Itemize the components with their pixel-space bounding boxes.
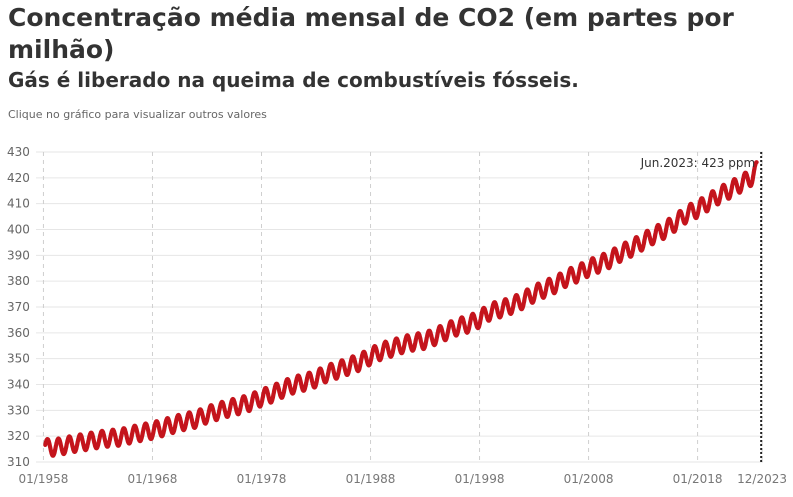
y-tick-label: 400 <box>7 223 30 237</box>
x-axis: 01/1958 01/1968 01/1978 01/1988 01/1998 01/20… <box>19 472 787 486</box>
chart-note: Clique no gráfico para visualizar outros… <box>8 108 267 121</box>
series-layer <box>43 160 759 458</box>
x-tick-label: 01/1978 <box>237 472 287 486</box>
y-tick-label: 310 <box>7 455 30 469</box>
x-tick-label: 12/2023 <box>737 472 787 486</box>
y-tick-label: 430 <box>7 145 30 159</box>
horizontal-gridlines <box>36 151 763 463</box>
y-tick-label: 350 <box>7 352 30 366</box>
x-tick-label: 01/2008 <box>564 472 614 486</box>
y-axis: 310 320 330 340 350 360 370 380 390 400 410 420 430 <box>7 145 30 469</box>
x-tick-label: 01/1958 <box>19 472 69 486</box>
y-tick-label: 390 <box>7 248 30 262</box>
y-tick-label: 420 <box>7 171 30 185</box>
co2-line-chart[interactable]: 310320330340350360370380390400410420430 … <box>0 140 793 497</box>
x-tick-label: 01/1998 <box>455 472 505 486</box>
annotation-layer: Jun.2023: 423 ppm <box>640 152 763 462</box>
chart-title: Concentração média mensal de CO2 (em par… <box>8 3 734 64</box>
y-tick-label: 360 <box>7 326 30 340</box>
vertical-gridlines <box>42 152 763 462</box>
chart-subtitle: Gás é liberado na queima de combustíveis… <box>8 68 579 92</box>
y-tick-label: 330 <box>7 403 30 417</box>
co2-series-line <box>43 160 759 458</box>
y-tick-label: 340 <box>7 378 30 392</box>
x-tick-label: 01/1968 <box>128 472 178 486</box>
y-tick-label: 380 <box>7 274 30 288</box>
y-tick-label: 370 <box>7 300 30 314</box>
y-tick-label: 410 <box>7 197 30 211</box>
y-tick-label: 320 <box>7 429 30 443</box>
x-tick-label: 01/2018 <box>673 472 723 486</box>
x-tick-label: 01/1988 <box>346 472 396 486</box>
annotation-label: Jun.2023: 423 ppm <box>640 156 756 170</box>
